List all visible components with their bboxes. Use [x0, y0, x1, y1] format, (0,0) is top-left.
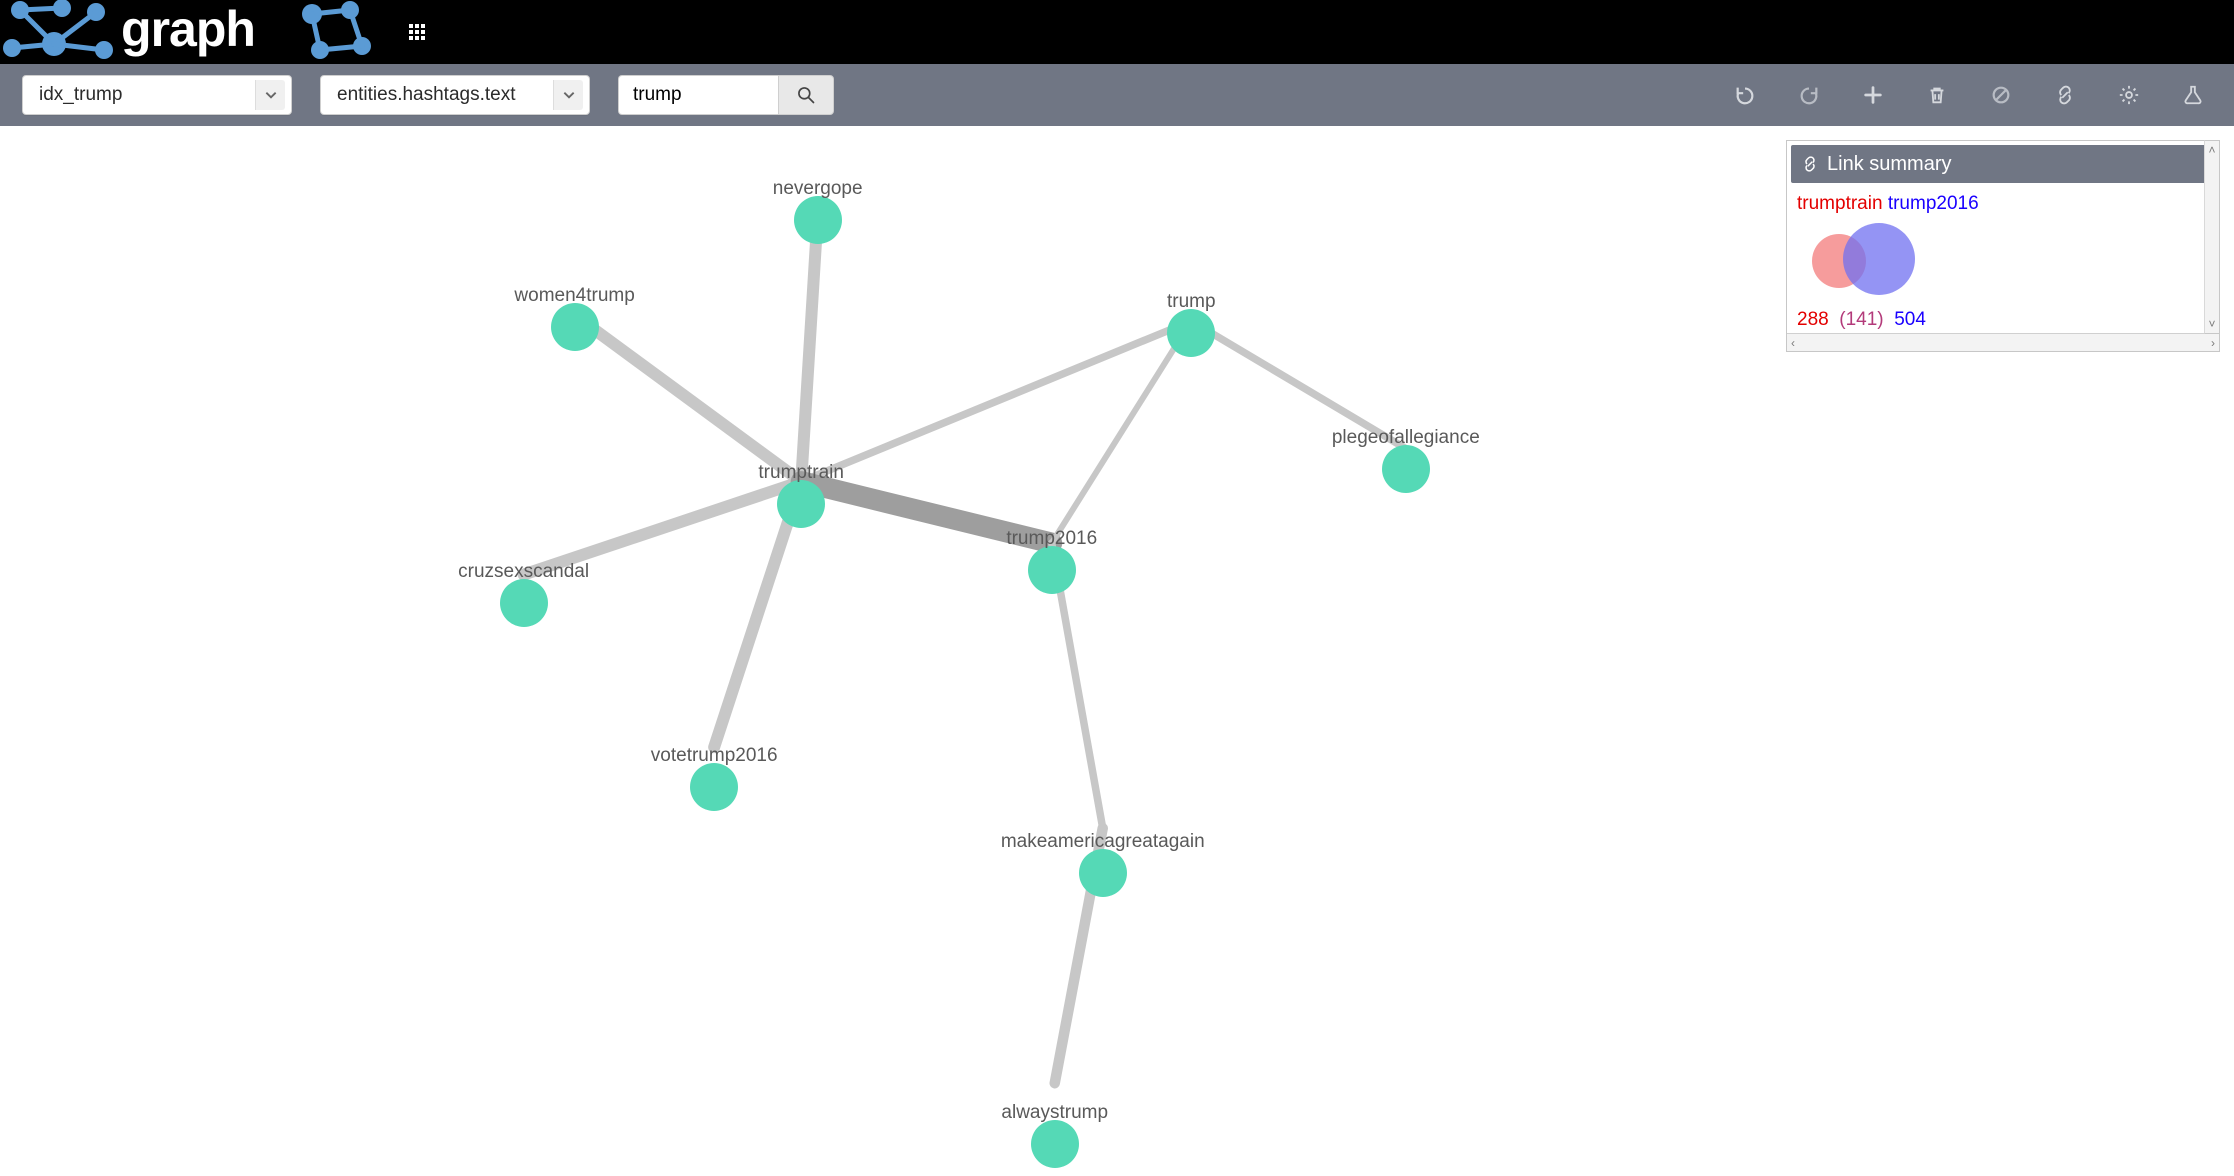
- search-icon: [796, 85, 816, 105]
- links-button[interactable]: [2052, 82, 2078, 108]
- graph-node-label: trump: [1167, 291, 1216, 313]
- graph-node-label: women4trump: [514, 285, 634, 307]
- count-a: 288: [1797, 309, 1829, 330]
- graph-node-dot: [551, 303, 599, 351]
- graph-node[interactable]: votetrump2016: [690, 763, 738, 811]
- chevron-left-icon: ‹: [1791, 336, 1795, 350]
- graph-node-label: plegeofallegiance: [1332, 427, 1480, 449]
- app-header: graph: [0, 0, 2234, 64]
- search-button[interactable]: [778, 75, 834, 115]
- search: [618, 75, 834, 115]
- link-icon: [2054, 84, 2076, 106]
- graph-node[interactable]: trumptrain: [777, 480, 825, 528]
- redo-icon: [1798, 84, 1820, 106]
- toolbar-actions: [1732, 82, 2216, 108]
- app-logo: graph: [0, 0, 377, 64]
- chevron-up-icon: ˄: [2208, 143, 2215, 157]
- count-b: 504: [1894, 309, 1926, 330]
- graph-node-label: votetrump2016: [651, 745, 778, 767]
- graph-node[interactable]: cruzsexscandal: [500, 579, 548, 627]
- chevron-right-icon: ›: [2211, 336, 2215, 350]
- flask-icon: [2182, 84, 2204, 106]
- graph-node-label: cruzsexscandal: [458, 561, 589, 583]
- graph-node[interactable]: makeamericagreatagain: [1079, 849, 1127, 897]
- panel-body: trumptrain trump2016 288 (141) 504: [1787, 187, 2219, 333]
- undo-icon: [1734, 84, 1756, 106]
- trash-icon: [1926, 84, 1948, 106]
- logo-text: graph: [121, 1, 255, 57]
- panel-header[interactable]: Link summary: [1791, 145, 2215, 183]
- graph-node[interactable]: alwaystrump: [1031, 1120, 1079, 1168]
- redo-button[interactable]: [1796, 82, 1822, 108]
- graph-node-dot: [690, 763, 738, 811]
- graph-node-dot: [794, 196, 842, 244]
- panel-title: Link summary: [1827, 153, 1951, 176]
- term-a: trumptrain: [1797, 193, 1883, 214]
- chevron-down-icon: [553, 80, 583, 110]
- index-select-value: idx_trump: [39, 84, 122, 106]
- link-icon: [1801, 155, 1819, 173]
- undo-button[interactable]: [1732, 82, 1758, 108]
- delete-button[interactable]: [1924, 82, 1950, 108]
- chevron-down-icon: ˅: [2208, 317, 2215, 331]
- graph-canvas[interactable]: nevergope women4trump trump plegeofallegian…: [0, 126, 2234, 1176]
- labs-button[interactable]: [2180, 82, 2206, 108]
- graph-node-label: alwaystrump: [1001, 1102, 1108, 1124]
- link-summary-panel: Link summary trumptrain trump2016 288 (1…: [1786, 140, 2220, 352]
- term-b: trump2016: [1888, 193, 1979, 214]
- apps-button[interactable]: [397, 12, 437, 52]
- index-select[interactable]: idx_trump: [22, 75, 292, 115]
- graph-node-dot: [1031, 1120, 1079, 1168]
- graph-node[interactable]: trump2016: [1028, 546, 1076, 594]
- graph-node-label: trump2016: [1006, 528, 1097, 550]
- graph-node[interactable]: plegeofallegiance: [1382, 445, 1430, 493]
- field-select-value: entities.hashtags.text: [337, 84, 516, 106]
- venn-b: [1843, 223, 1915, 295]
- graph-node-dot: [500, 579, 548, 627]
- venn-diagram: [1803, 217, 2209, 307]
- apps-icon: [409, 24, 425, 40]
- block-button[interactable]: [1988, 82, 2014, 108]
- graph-node-label: nevergope: [773, 178, 863, 200]
- panel-scrollbar-h[interactable]: ‹ ›: [1787, 333, 2219, 351]
- ban-icon: [1990, 84, 2012, 106]
- graph-node-label: makeamericagreatagain: [1001, 831, 1205, 853]
- gear-icon: [2118, 84, 2140, 106]
- graph-node[interactable]: nevergope: [794, 196, 842, 244]
- graph-node-label: trumptrain: [758, 462, 844, 484]
- chevron-down-icon: [255, 80, 285, 110]
- field-select[interactable]: entities.hashtags.text: [320, 75, 590, 115]
- plus-icon: [1862, 84, 1884, 106]
- graph-node-dot: [1079, 849, 1127, 897]
- add-button[interactable]: [1860, 82, 1886, 108]
- toolbar: idx_trump entities.hashtags.text: [0, 64, 2234, 126]
- settings-button[interactable]: [2116, 82, 2142, 108]
- count-overlap: (141): [1839, 309, 1883, 330]
- graph-node-dot: [1382, 445, 1430, 493]
- panel-scrollbar-v[interactable]: ˄ ˅: [2204, 140, 2220, 334]
- graph-node[interactable]: trump: [1167, 309, 1215, 357]
- graph-node-dot: [777, 480, 825, 528]
- search-input[interactable]: [618, 75, 778, 115]
- graph-node[interactable]: women4trump: [551, 303, 599, 351]
- graph-node-dot: [1028, 546, 1076, 594]
- graph-node-dot: [1167, 309, 1215, 357]
- link-summary-terms: trumptrain trump2016: [1797, 193, 2209, 215]
- link-summary-counts: 288 (141) 504: [1797, 309, 2209, 331]
